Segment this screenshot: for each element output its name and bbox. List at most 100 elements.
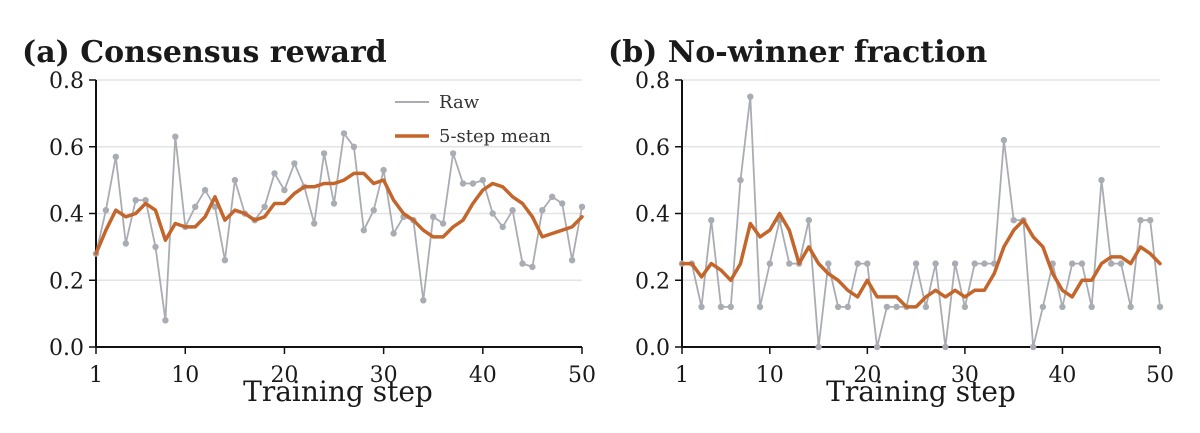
panel-b-raw-point [981,260,988,267]
panel-b-raw-point [1117,260,1125,267]
panel-a-raw-point [420,297,427,304]
panel-b-raw-point [893,303,900,311]
panel-a-raw-point [221,257,229,264]
panel-a-raw-point [142,197,149,204]
panel-b-raw-point [971,260,978,267]
panel-a-raw-point [192,203,199,210]
panel-a-raw-point [152,243,159,251]
panel-b-raw-point [766,260,773,267]
panel-a-raw-point [430,213,437,220]
panel-b-raw-point [717,303,725,311]
panel-a-raw-point [201,186,209,194]
panel-b-raw-point [932,260,939,267]
panel-b-raw-point [873,343,881,351]
panel-a-x-ticks: 1 10 20 30 40 50 [89,347,596,388]
panel-a-raw-point [469,180,477,187]
panel-a-raw-point [340,130,348,137]
panel-a-y-tick-label: 0.2 [49,269,84,294]
panel-b-raw-point [912,260,920,267]
panel-a-raw-point [439,220,447,227]
panel-b-raw-point [815,343,822,351]
panel-a-raw-point [549,193,556,200]
panel-b-x-tick-label: 10 [756,363,784,388]
panel-a-raw-line [95,132,583,322]
panel-a-raw-point [281,186,288,194]
panel-b-raw-point [747,93,754,100]
panel-b-y-ticks: 0.0 0.2 0.4 0.6 0.8 [635,69,682,361]
panel-b-y-tick-label: 0.4 [635,203,670,228]
panel-b-x-axis-label: Training step [826,375,1016,408]
panel-b-x-tick-label: 20 [853,363,881,388]
panel-b-raw-point [737,176,744,184]
panel-a-raw-point [489,210,496,217]
panel-a-raw-point [162,317,169,324]
panel-a-raw-point [311,220,318,227]
panel-b-raw-point [854,260,861,267]
panel-a-raw-point [132,197,139,204]
panel-b-raw-line [681,95,1161,348]
panel-b: (b) No-winner fraction 0.0 0.2 0.4 0.6 0.8 1… [608,35,1174,408]
panel-b-raw-point [756,303,764,311]
panel-b-raw-point [834,303,842,311]
panel-b-raw-point [1010,217,1017,224]
panel-a-raw-point [271,170,278,177]
panel-a-raw-point [539,207,546,214]
panel-a-y-tick-label: 0.8 [49,69,84,94]
panel-b-raw-point [1059,303,1066,311]
panel-b-x-tick-label: 30 [951,363,979,388]
panel-b-raw-point [942,343,949,351]
panel-a-x-axis-label: Training step [243,375,433,408]
panel-a-raw-point [519,260,526,267]
panel-b-x-tick-label: 50 [1146,363,1174,388]
panel-a-y-tick-label: 0.6 [49,136,84,161]
panel-a-raw-point [479,176,486,184]
panel-b-raw-point [1078,260,1086,267]
legend: Raw 5-step mean [395,92,551,147]
panel-a-raw-point [172,133,179,140]
panel-b-y-tick-label: 0.8 [635,69,670,94]
panel-a-y-tick-label: 0.0 [49,336,84,361]
panel-a-y-ticks: 0.0 0.2 0.4 0.6 0.8 [49,69,96,361]
panel-a-raw-point [578,203,586,210]
panel-b-x-ticks: 1 10 20 30 40 50 [675,347,1174,388]
panel-a-raw-point [320,150,328,157]
panel-a-title: (a) Consensus reward [22,35,387,70]
panel-a-5-step-mean-line [94,171,584,256]
panel-a-x-tick-label: 20 [270,363,298,388]
panel-a-raw-point [509,207,516,214]
panel-a-raw-point [231,176,239,184]
panel-b-raw-point [1108,260,1115,267]
panel-b-raw-point [883,303,891,311]
panel-a-raw-point [102,207,110,214]
panel-a-raw-point [559,200,566,207]
panel-b-raw-point [1039,303,1047,311]
panel-b-raw-point [727,303,734,311]
panel-b-raw-point [698,303,705,311]
panel-a-x-tick-label: 40 [469,363,497,388]
panel-b-raw-point [951,260,959,267]
panel-a-raw-point [350,143,358,150]
panel-b-raw-point [1000,136,1008,144]
panel-b-y-tick-label: 0.2 [635,269,670,294]
panel-a-raw-point [360,227,367,234]
panel-a-raw-point [370,207,377,214]
panel-a-raw-point [529,263,536,271]
panel-b-raw-point [708,217,715,224]
panel-b-raw-point [844,303,851,311]
panel-b-raw-point [1156,303,1164,311]
panel-a-raw-point [330,200,338,207]
panel-b-raw-point [786,260,793,267]
panel-a-raw-point [499,223,506,231]
panel-a-y-tick-label: 0.4 [49,203,84,228]
panel-b-5-step-mean-line [680,211,1162,309]
legend-mean-label: 5-step mean [439,126,551,147]
panel-a: (a) Consensus reward 0.0 0.2 0.4 0.6 0.8 1 10… [22,35,596,408]
panel-a-raw-point [449,150,457,157]
panel-a-raw-point [261,203,268,210]
panel-b-x-tick-label: 1 [675,363,689,388]
panel-a-raw-point [291,160,298,167]
panel-b-series [678,93,1164,351]
panel-a-raw-point [390,230,397,237]
panel-b-raw-point [805,217,812,224]
